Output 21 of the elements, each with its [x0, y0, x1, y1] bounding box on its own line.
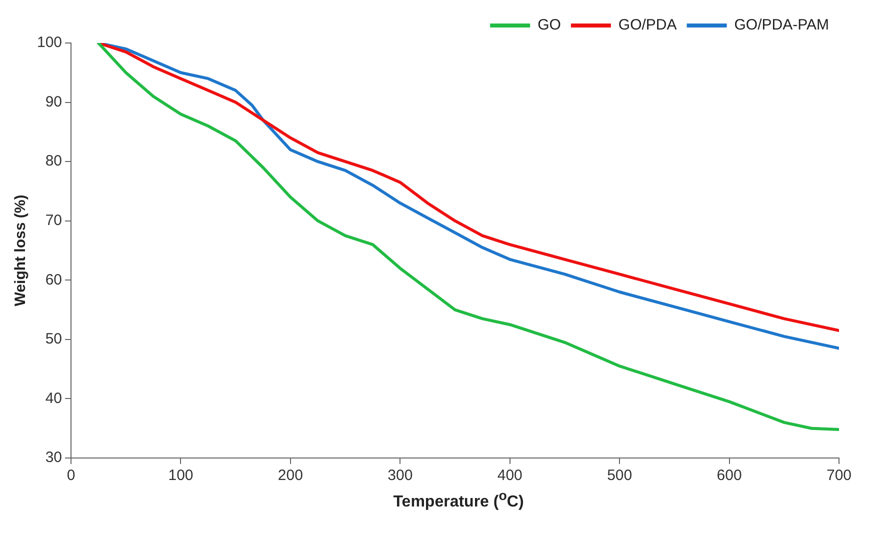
x-axis-title: Temperature ($^{o}$C)	[392, 488, 525, 512]
y-tick-label: 60	[45, 271, 62, 288]
x-tick-label: 0	[66, 467, 76, 484]
x-tick-label: 600	[716, 467, 742, 484]
y-tick-label: 100	[36, 34, 62, 52]
x-tick-label: 200	[278, 467, 303, 484]
x-tick-label: 400	[497, 467, 522, 484]
y-tick-label: 30	[45, 449, 62, 466]
x-tick-label: 700	[826, 467, 852, 484]
y-axis-title: Weight loss (%)	[12, 194, 30, 306]
legend-label: GO/PDA-PAM	[734, 16, 830, 34]
x-tick-label: 500	[607, 467, 632, 484]
y-tick-label: 50	[45, 330, 62, 348]
x-tick-label: 300	[388, 467, 413, 484]
y-tick-label: 40	[45, 390, 62, 407]
legend-label: GO	[538, 16, 561, 34]
y-tick-label: 80	[45, 152, 62, 170]
y-tick-label: 90	[45, 93, 62, 110]
legend-label: GO/PDA	[618, 16, 677, 34]
y-tick-label: 70	[45, 212, 62, 229]
x-tick-label: 100	[168, 467, 194, 484]
